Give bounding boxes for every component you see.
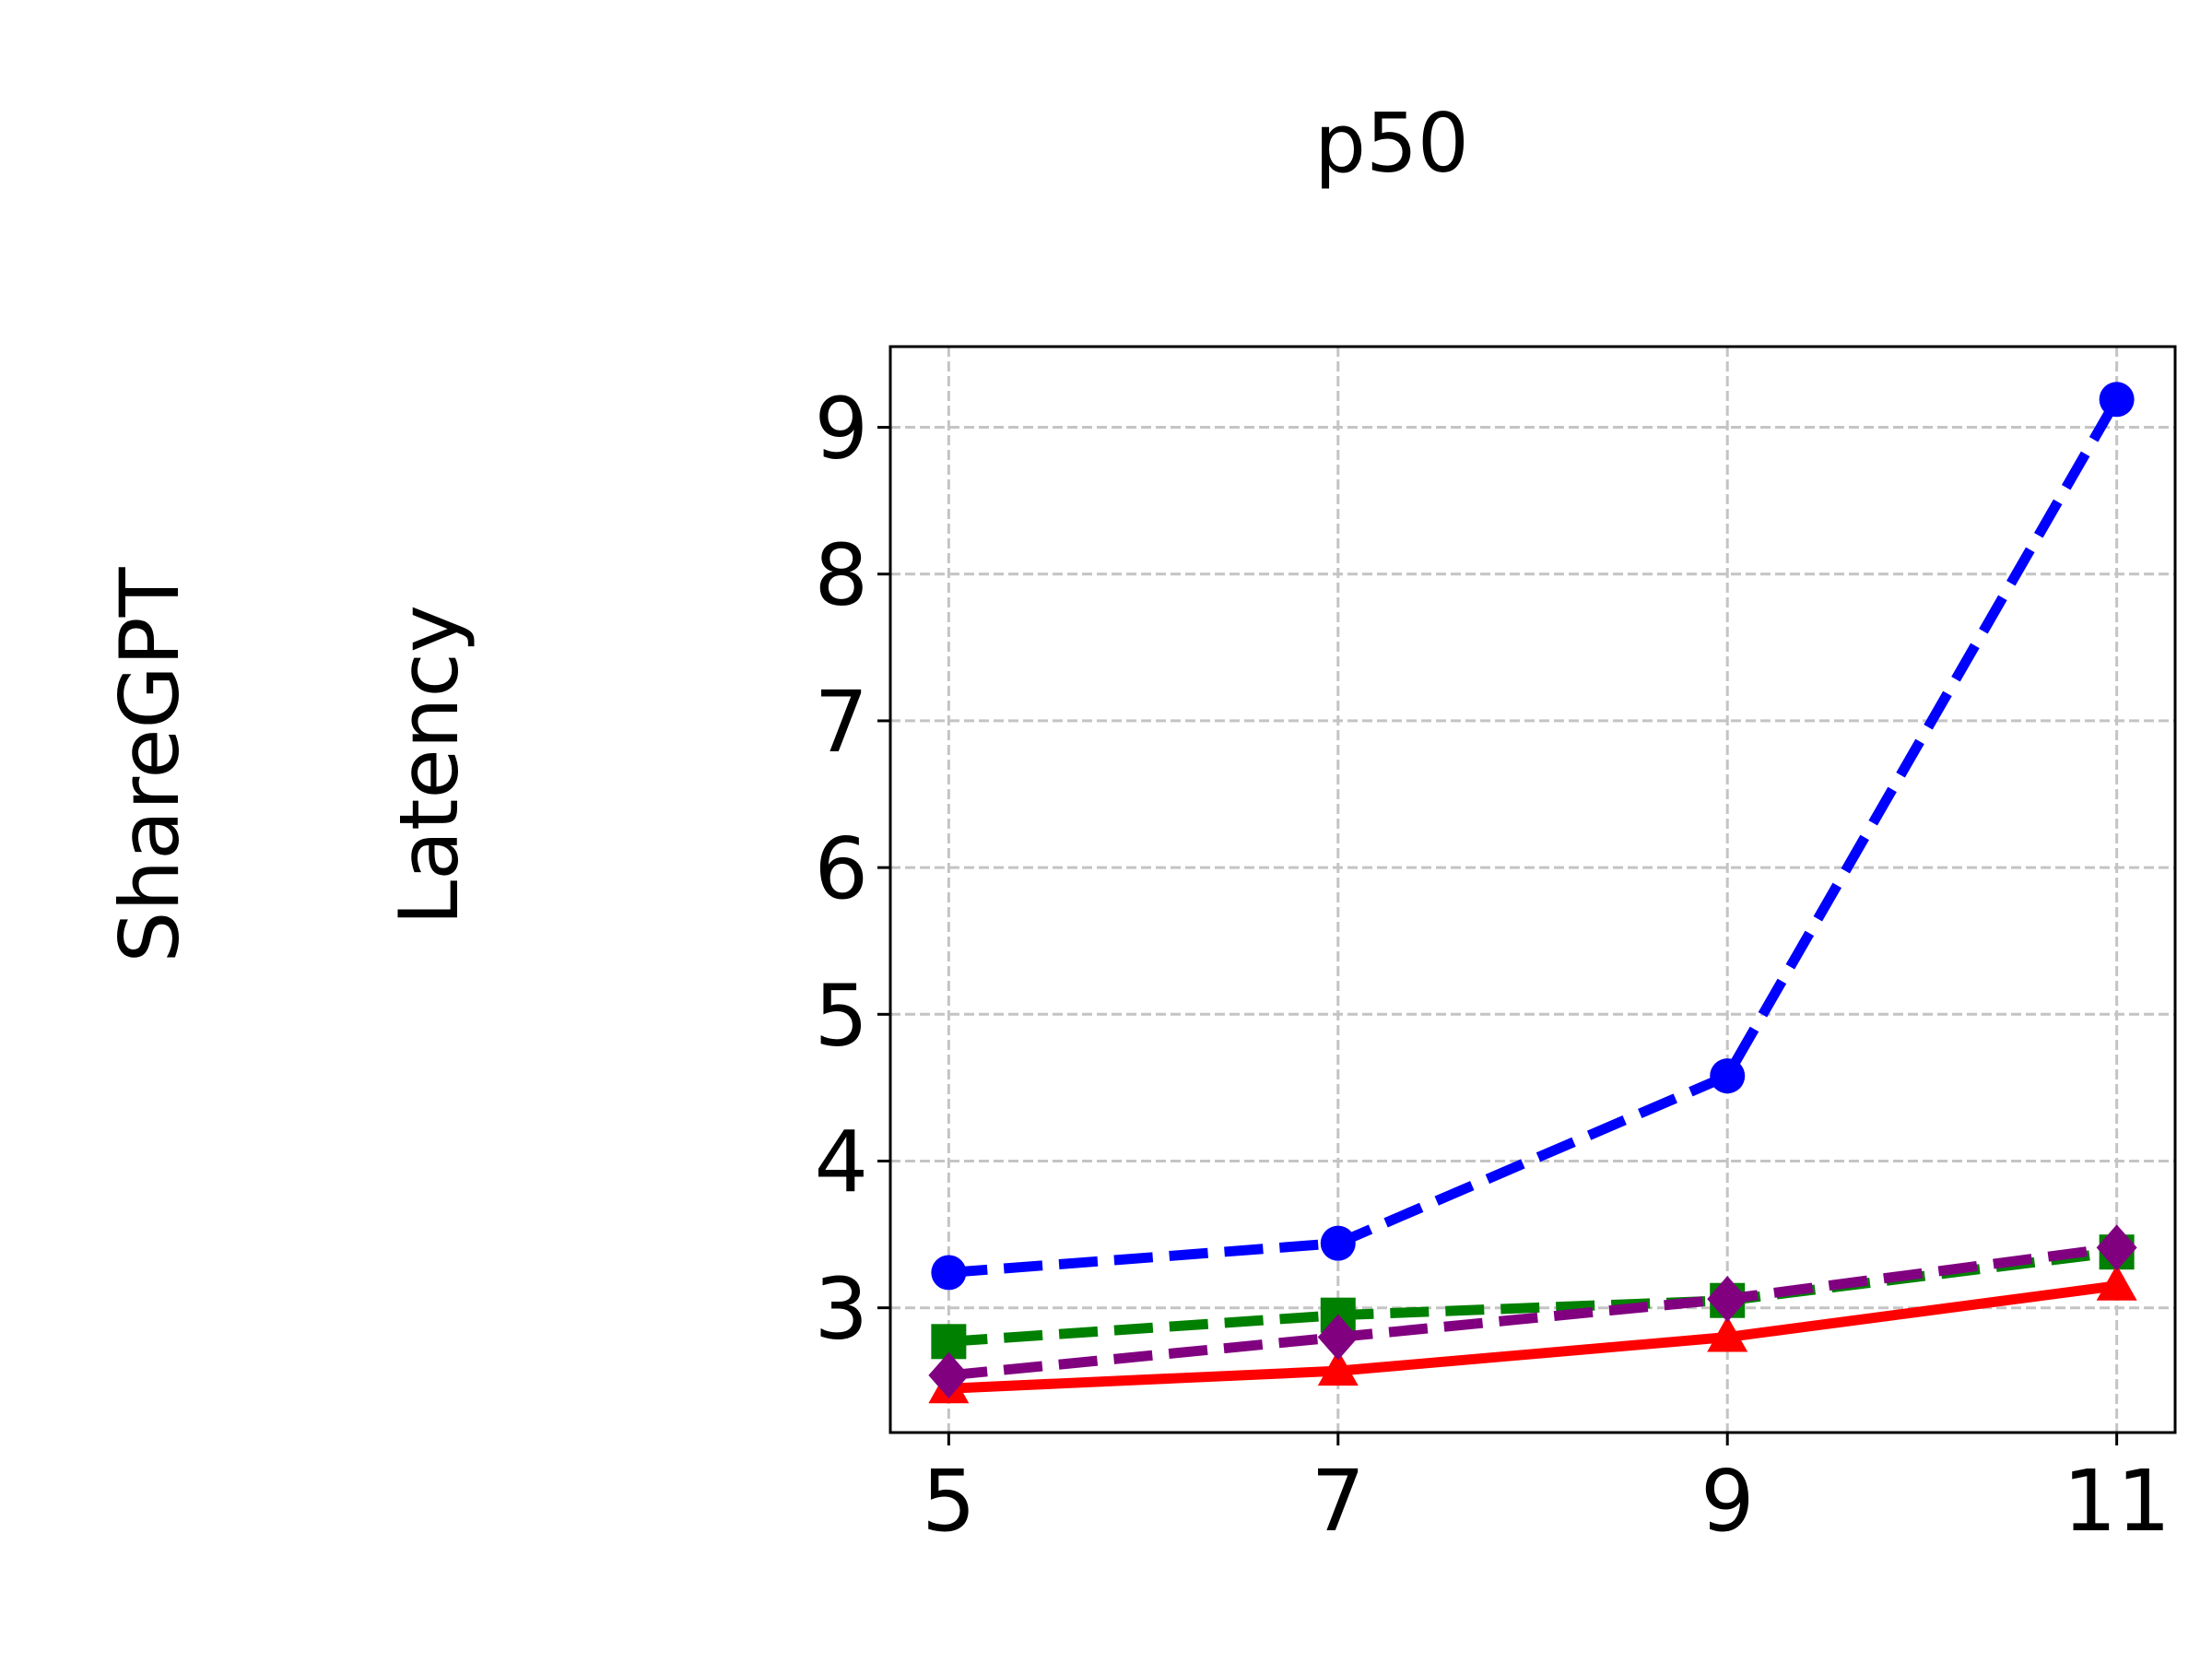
x-tick-label: 7	[1312, 1452, 1366, 1551]
data-point	[928, 1351, 970, 1398]
row-label: ShareGPT	[102, 566, 197, 962]
data-point	[2096, 1224, 2137, 1271]
series-line-3	[948, 1280, 2118, 1394]
data-point	[2096, 1264, 2137, 1301]
y-tick-label: 6	[814, 820, 868, 918]
y-tick-label: 5	[814, 966, 868, 1065]
y-axis-label: Latency	[382, 605, 477, 926]
data-point	[1707, 1276, 1748, 1323]
data-point	[1320, 1225, 1356, 1261]
series-line-4	[947, 1242, 2118, 1381]
series-layer	[928, 382, 2137, 1404]
y-tick-label: 3	[814, 1260, 868, 1359]
plot-frame	[888, 345, 2177, 1434]
y-tick-label: 7	[814, 673, 868, 772]
axis-ticks: 5 7 9 11 3 4 5 6 7 8 9	[814, 380, 2171, 1551]
data-point	[1707, 1315, 1748, 1352]
series-line-1	[947, 396, 2122, 1278]
data-point	[1317, 1350, 1359, 1386]
chart-title: p50	[1314, 96, 1469, 191]
y-tick-label: 8	[814, 526, 868, 625]
y-tick-label: 9	[814, 380, 868, 478]
x-tick-label: 9	[1700, 1452, 1755, 1551]
data-point	[2099, 382, 2135, 418]
y-tick-label: 4	[814, 1114, 868, 1212]
data-point	[1317, 1314, 1359, 1361]
x-tick-label: 11	[2063, 1452, 2171, 1551]
data-point	[1710, 1058, 1746, 1094]
data-point	[931, 1255, 967, 1291]
x-tick-label: 5	[922, 1452, 976, 1551]
